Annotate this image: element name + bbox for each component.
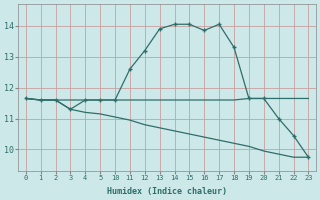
X-axis label: Humidex (Indice chaleur): Humidex (Indice chaleur) (107, 187, 227, 196)
